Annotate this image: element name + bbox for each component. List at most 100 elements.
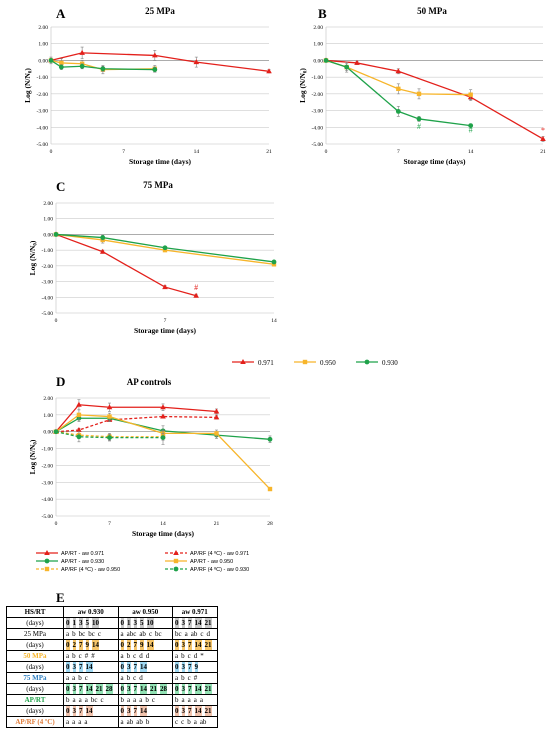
day-value: 21 <box>95 684 103 694</box>
day-value: 0 <box>66 618 70 628</box>
row-label-days: (days) <box>6 617 64 629</box>
y-tick-label: -1.00 <box>42 248 54 254</box>
group-letter: # <box>91 652 95 660</box>
table-header: aw 0.971 <box>172 606 218 618</box>
group-letter: ab <box>199 718 207 726</box>
day-value: 7 <box>79 662 83 672</box>
x-tick-label: 14 <box>160 521 166 527</box>
data-point <box>160 404 166 410</box>
day-value: 14 <box>194 640 202 650</box>
letters-cell: a b c d * <box>172 650 218 662</box>
legend-marker <box>240 359 246 364</box>
significance-table: HS/RT aw 0.930 aw 0.950 aw 0.971 (days) 0 1 3 5 1… <box>6 606 218 728</box>
day-value: 7 <box>188 706 192 716</box>
row-label-pressure: 75 MPa <box>6 672 64 684</box>
x-tick-label: 14 <box>271 318 277 324</box>
day-value: 2 <box>72 640 76 650</box>
y-tick-label: 2.00 <box>313 25 323 31</box>
group-letter: a <box>66 718 70 726</box>
y-tick-label: -1.00 <box>312 75 324 81</box>
group-letter: b <box>181 652 185 660</box>
row-label-days: (days) <box>6 705 64 717</box>
x-tick-label: 21 <box>540 149 546 155</box>
group-letter: a <box>133 696 137 704</box>
group-letter: c <box>97 630 101 638</box>
row-label-days: (days) <box>6 683 64 695</box>
legend-label: 0.930 <box>382 359 398 367</box>
group-letter: c <box>133 652 137 660</box>
chart-b-ylabel: Log (N/N0) <box>298 68 309 103</box>
group-letter: bc <box>175 630 182 638</box>
group-letter: c <box>175 718 179 726</box>
annotation-mark: # <box>417 122 421 131</box>
legend-label: AP/RF (4 ºC) - aw 0.930 <box>190 566 249 573</box>
group-letter: b <box>72 652 76 660</box>
panel-letter-a: A <box>56 6 66 21</box>
data-point <box>395 68 402 74</box>
days-cell: 0 1 3 5 10 <box>63 617 119 629</box>
group-letter: a <box>120 674 124 682</box>
group-letter: ab <box>190 630 198 638</box>
group-letter: # <box>84 652 89 660</box>
chart-a-xlabel: Storage time (days) <box>129 157 192 166</box>
group-letter: c <box>84 674 88 682</box>
data-point <box>58 64 64 70</box>
data-point <box>48 58 54 63</box>
day-value: 5 <box>140 618 144 628</box>
row-label-days: (days) <box>6 661 64 673</box>
data-point <box>344 64 350 70</box>
days-cell: 0 2 7 9 14 <box>117 639 173 651</box>
day-value: 28 <box>160 684 167 694</box>
data-point <box>396 86 401 92</box>
data-point <box>59 60 64 66</box>
annotation-mark: # <box>194 283 198 292</box>
day-value: 21 <box>204 618 212 628</box>
group-letter: a <box>84 696 88 704</box>
chart-c-title: 75 MPa <box>143 180 173 190</box>
legend-marker <box>302 359 308 365</box>
day-value: 9 <box>140 640 144 650</box>
y-tick-label: -2.00 <box>42 463 54 469</box>
letters-cell: a abc ab c bc <box>117 628 173 640</box>
group-letter: c <box>100 696 104 704</box>
group-letter: a <box>199 696 203 704</box>
y-tick-label: 0.00 <box>38 58 48 64</box>
data-point <box>162 284 168 290</box>
day-value: 14 <box>194 618 202 628</box>
day-value: 3 <box>181 640 185 650</box>
group-letter: a <box>175 674 179 682</box>
row-label-pressure: AP/RF (4 ºC) <box>6 716 64 728</box>
chart-a-svg: 25 MPa 2.00 1.00 0.00 -1.00 -2.00 -3.00 -4.00 -5… <box>23 6 272 166</box>
table-corner: HS/RT <box>6 606 64 618</box>
panel-letter-e: E <box>56 590 65 605</box>
day-value: 14 <box>85 662 93 672</box>
chart-d-title: AP controls <box>127 377 172 387</box>
chart-b-xlabel: Storage time (days) <box>403 157 466 166</box>
group-letter: b <box>66 696 70 704</box>
day-value: 21 <box>150 684 157 694</box>
legend-label: AP/RF (4 ºC) - aw 0.971 <box>190 550 249 557</box>
data-point <box>214 431 219 436</box>
y-tick-label: 0.00 <box>313 58 323 64</box>
day-value: 14 <box>140 662 147 672</box>
row-label-days: (days) <box>6 639 64 651</box>
chart-c-ylabel: Log (N/N0) <box>28 240 39 275</box>
data-point <box>193 59 200 65</box>
day-value: 14 <box>140 706 147 716</box>
data-point <box>416 91 422 97</box>
data-point <box>79 63 85 69</box>
day-value: 0 <box>175 684 179 694</box>
legend-label: 0.950 <box>320 359 336 367</box>
x-tick-label: 7 <box>164 318 167 324</box>
day-value: 3 <box>181 706 185 716</box>
group-letter: bc <box>78 630 86 638</box>
group-letter: a <box>181 696 185 704</box>
y-tick-label: 1.00 <box>313 42 323 48</box>
y-tick-label: -4.00 <box>312 125 324 131</box>
group-letter: c <box>181 718 185 726</box>
x-tick-label: 21 <box>266 149 272 155</box>
